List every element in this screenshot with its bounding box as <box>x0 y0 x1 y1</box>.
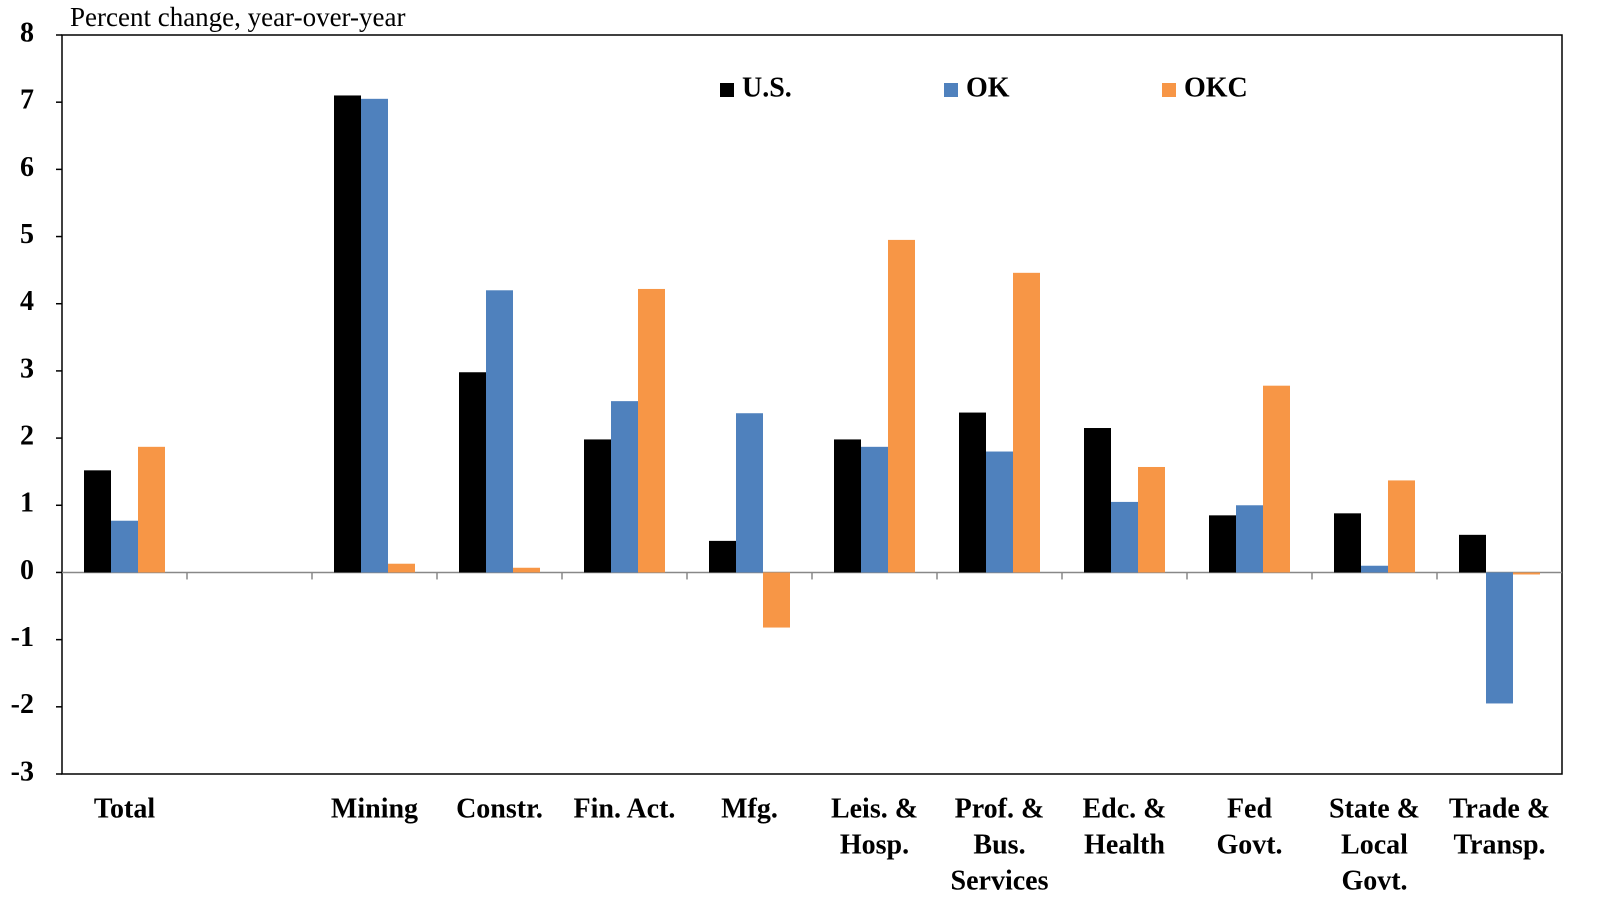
legend-swatch <box>944 83 958 97</box>
y-axis-label: Percent change, year-over-year <box>70 2 405 32</box>
bar <box>1209 515 1236 573</box>
y-tick-label: 5 <box>20 219 34 250</box>
bar <box>513 567 540 573</box>
bar <box>861 446 888 573</box>
x-tick-label: Services <box>951 865 1049 896</box>
bar <box>486 290 513 573</box>
y-tick-label: 3 <box>20 353 34 384</box>
y-tick-label: -2 <box>11 689 34 720</box>
y-tick-label: 6 <box>20 152 34 183</box>
legend-label: U.S. <box>742 72 792 103</box>
bar <box>1361 565 1388 573</box>
x-tick-label: Govt. <box>1341 865 1407 896</box>
bar <box>1513 572 1540 575</box>
legend-swatch <box>720 83 734 97</box>
y-tick-label: 0 <box>20 555 34 586</box>
bar <box>986 451 1013 573</box>
x-tick-label: Fed <box>1227 793 1273 824</box>
y-tick-label: 1 <box>20 488 34 519</box>
x-tick-label: Prof. & <box>955 793 1045 824</box>
bar <box>736 413 763 573</box>
bar <box>959 412 986 573</box>
bar <box>1111 501 1138 573</box>
bar <box>459 372 486 573</box>
x-tick-label: State & <box>1329 793 1420 824</box>
bar <box>84 470 111 573</box>
plot-area <box>61 34 1563 775</box>
bar <box>1138 466 1165 573</box>
bar <box>138 446 165 573</box>
legend-label: OKC <box>1184 72 1248 103</box>
x-tick-label: Constr. <box>456 793 543 824</box>
bar <box>1459 534 1486 573</box>
x-tick-label: Transp. <box>1453 829 1545 860</box>
bar <box>1388 480 1415 573</box>
legend-swatch <box>1162 83 1176 97</box>
bar <box>1486 572 1513 704</box>
x-tick-label: Fin. Act. <box>574 793 676 824</box>
y-tick-label: 8 <box>20 17 34 48</box>
x-tick-label: Leis. & <box>831 793 918 824</box>
x-tick-label: Health <box>1084 829 1165 860</box>
bar <box>388 563 415 573</box>
bar <box>709 540 736 573</box>
bar <box>334 95 361 573</box>
x-tick-label: Mfg. <box>721 793 778 824</box>
y-tick-label: -3 <box>11 756 34 787</box>
x-tick-label: Mining <box>331 793 418 824</box>
y-tick-label: 4 <box>20 286 34 317</box>
x-tick-label: Hosp. <box>840 829 909 860</box>
bar <box>611 401 638 573</box>
bar <box>111 520 138 573</box>
bar <box>834 439 861 573</box>
x-tick-label: Trade & <box>1449 793 1550 824</box>
y-tick-label: 2 <box>20 421 34 452</box>
bar <box>361 98 388 573</box>
bar <box>1084 428 1111 573</box>
bar <box>763 572 790 628</box>
bar <box>1236 505 1263 573</box>
x-tick-label: Edc. & <box>1083 793 1167 824</box>
y-tick-label: 7 <box>20 85 34 116</box>
y-tick-label: -1 <box>11 622 34 653</box>
x-tick-label: Govt. <box>1216 829 1282 860</box>
bar <box>638 288 665 573</box>
bar <box>1334 513 1361 573</box>
bar <box>1263 385 1290 573</box>
x-tick-label: Local <box>1341 829 1408 860</box>
bar <box>584 439 611 573</box>
x-tick-label: Total <box>94 793 155 824</box>
bar <box>1013 272 1040 573</box>
x-tick-label: Bus. <box>973 829 1025 860</box>
bar <box>888 239 915 573</box>
legend-label: OK <box>966 72 1010 103</box>
